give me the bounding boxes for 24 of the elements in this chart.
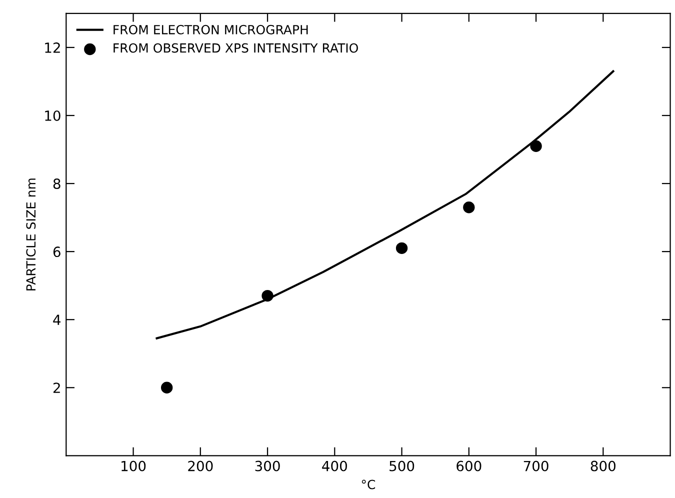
point [262,290,274,302]
point [463,202,475,214]
x-tick-label: 400 [322,460,347,472]
x-tick-label: 800 [590,460,616,472]
x-tick-label: 600 [456,460,482,472]
y-axis-title: PARTICLE SIZE nm [26,178,36,290]
x-tick-label: 300 [255,460,280,472]
x-axis-title: °C [362,480,376,490]
x-tick-label: 700 [524,460,548,472]
y-tick-label: 2 [53,382,60,393]
x-tick-label: 100 [122,460,146,472]
point [160,382,173,394]
legend-label: FROM OBSERVED XPS INTENSITY RATIO [114,43,358,53]
line-series [156,70,614,340]
point [396,242,408,254]
y-tick-label: 6 [53,246,60,258]
point [530,140,542,152]
y-tick-label: 10 [45,110,60,121]
x-tick-label: 500 [390,460,414,472]
y-tick-label: 12 [45,42,60,53]
y-tick-label: 4 [53,314,61,325]
x-tick-label: 200 [188,460,213,472]
legend-label: FROM ELECTRON MICROGRAPH [114,24,308,34]
y-tick-label: 8 [53,178,60,190]
